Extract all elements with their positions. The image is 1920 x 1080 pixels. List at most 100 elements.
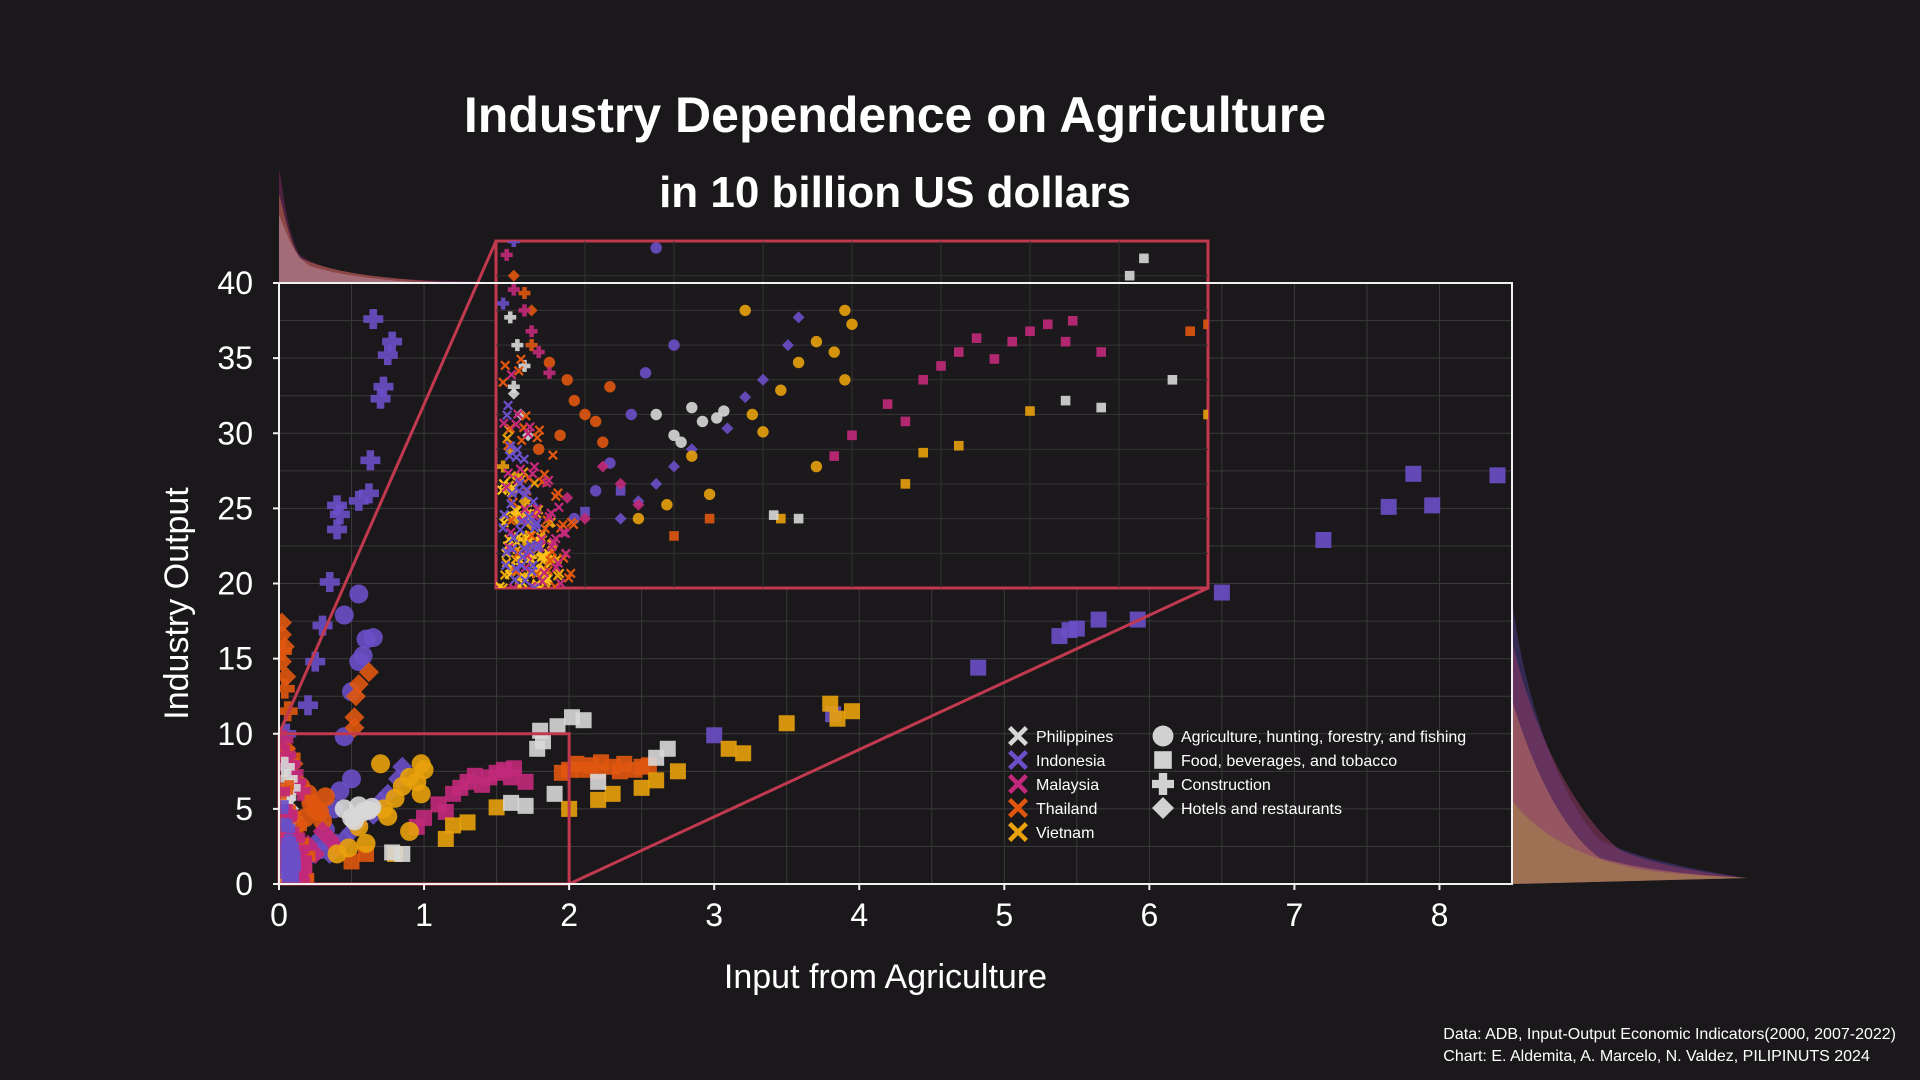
inset-data-point <box>517 551 528 562</box>
inset-data-point <box>1060 336 1071 347</box>
data-point <box>342 769 362 789</box>
inset-data-point <box>632 498 645 511</box>
legend-sector-marker <box>1152 773 1174 795</box>
data-point <box>590 791 607 808</box>
inset-data-point <box>533 540 544 551</box>
data-point <box>503 794 520 811</box>
inset-data-point <box>503 468 514 479</box>
data-point <box>1315 531 1332 548</box>
data-point <box>553 764 570 781</box>
data-point <box>669 763 686 780</box>
data-point <box>348 490 369 511</box>
inset-data-point <box>531 568 542 579</box>
inset-data-point <box>520 410 531 421</box>
x-tick-label: 2 <box>560 897 578 933</box>
x-tick-label: 5 <box>995 897 1013 933</box>
data-point <box>279 641 292 662</box>
inset-data-point <box>828 346 840 358</box>
inset-data-point <box>532 432 543 443</box>
legend-sector-label: Construction <box>1181 777 1271 794</box>
inset-data-point <box>669 531 679 541</box>
data-point <box>363 309 384 330</box>
inset-data-point <box>793 513 804 524</box>
data-point <box>546 785 563 802</box>
inset-data-point <box>500 360 511 371</box>
data-point <box>437 803 454 820</box>
legend-country-marker <box>1008 774 1028 794</box>
y-tick-label: 35 <box>217 340 253 376</box>
inset-data-point <box>505 441 516 452</box>
inset-data-point <box>533 443 545 455</box>
data-point <box>279 756 295 777</box>
inset-data-point <box>553 557 564 568</box>
inset-data-point <box>686 450 698 462</box>
data-point <box>290 850 301 861</box>
x-tick-label: 1 <box>415 897 433 933</box>
data-point <box>279 800 289 810</box>
right-density-curve <box>1512 700 1748 884</box>
inset-data-point <box>971 333 982 343</box>
inset-data-point <box>519 454 530 465</box>
data-point <box>735 745 752 762</box>
inset-data-point <box>739 391 752 404</box>
inset-data-point <box>518 543 529 554</box>
inset-data-point <box>675 436 687 448</box>
inset-data-point <box>507 241 520 247</box>
inset-data-point <box>510 563 521 574</box>
data-point <box>288 809 298 820</box>
data-point <box>327 519 348 540</box>
inset-data-point <box>507 544 518 555</box>
inset-data-point <box>668 339 680 351</box>
legend-country-label: Philippines <box>1036 729 1113 746</box>
data-point <box>829 710 846 727</box>
inset-data-point <box>543 366 556 379</box>
y-axis-label: Industry Output <box>158 487 196 720</box>
inset-data-point <box>500 248 513 261</box>
legend-country-marker <box>1008 750 1028 770</box>
data-point <box>279 863 289 874</box>
right-density-curve <box>1512 640 1745 884</box>
data-point <box>517 773 534 790</box>
inset-data-point <box>529 461 540 472</box>
x-tick-label: 3 <box>705 897 723 933</box>
data-point <box>843 703 860 720</box>
main-points-layer <box>279 309 1506 884</box>
data-point <box>373 376 394 397</box>
x-tick-label: 6 <box>1140 897 1158 933</box>
inset-data-point <box>589 485 602 497</box>
legend-country-marker <box>1008 822 1028 842</box>
inset-data-point <box>512 409 523 420</box>
x-tick-label: 4 <box>850 897 868 933</box>
legend-country-label: Vietnam <box>1036 825 1094 842</box>
inset-data-point <box>718 405 730 417</box>
inset-data-point <box>792 356 805 369</box>
inset-data-point <box>703 488 716 501</box>
inset-data-point <box>499 509 510 520</box>
inset-data-point <box>839 304 851 317</box>
x-tick-label: 7 <box>1286 897 1304 933</box>
inset-data-point <box>1124 270 1135 281</box>
data-point <box>344 811 364 831</box>
inset-data-point <box>505 527 516 538</box>
inset-data-point <box>503 440 514 451</box>
data-point <box>298 695 319 716</box>
source-note: Data: ADB, Input-Output Economic Indicat… <box>1443 1024 1896 1068</box>
inset-data-point <box>528 496 539 507</box>
inset-data-point <box>546 508 557 519</box>
data-point <box>517 797 534 814</box>
inset-data-point <box>524 511 535 522</box>
inset-data-point <box>563 572 574 583</box>
legend-country-label: Thailand <box>1036 801 1097 818</box>
data-point <box>298 857 309 868</box>
inset-data-point <box>539 469 550 480</box>
inset-data-point <box>510 419 521 430</box>
inset-data-point <box>847 430 857 441</box>
inset-data-point <box>604 381 616 393</box>
data-point <box>1213 584 1230 601</box>
zoom-connector-line <box>568 586 1209 886</box>
data-point <box>1489 467 1506 484</box>
inset-data-point <box>650 242 662 254</box>
inset-data-point <box>739 304 751 317</box>
